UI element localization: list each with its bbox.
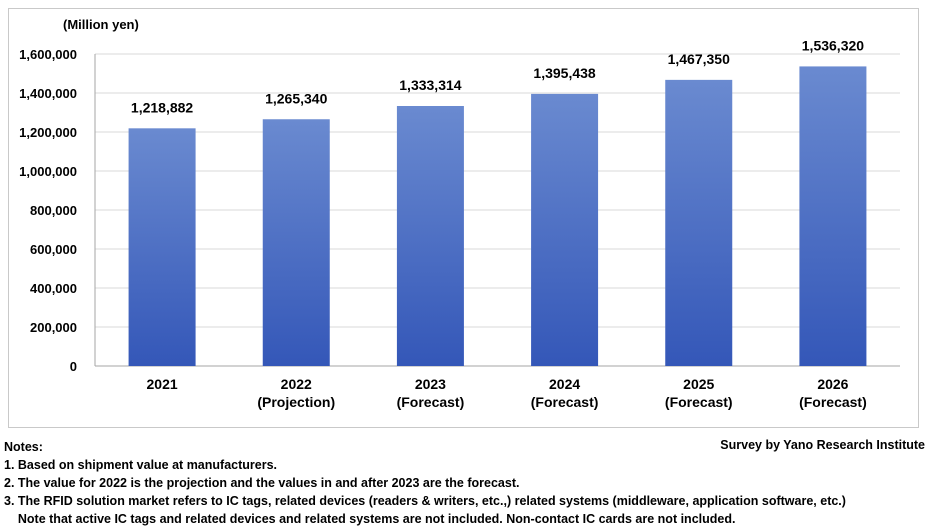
x-tick-label: 2025 bbox=[683, 376, 714, 392]
bar bbox=[396, 106, 464, 366]
bar-value-label: 1,333,314 bbox=[399, 77, 461, 93]
bar bbox=[799, 66, 867, 366]
x-tick-label: (Forecast) bbox=[665, 394, 733, 410]
note-3: 3. The RFID solution market refers to IC… bbox=[4, 494, 846, 508]
x-tick-label: 2021 bbox=[147, 376, 178, 392]
notes-title: Notes: bbox=[4, 440, 43, 454]
x-tick-label: (Projection) bbox=[257, 394, 335, 410]
x-tick-label: 2023 bbox=[415, 376, 446, 392]
y-tick-label: 1,000,000 bbox=[19, 164, 77, 179]
y-tick-label: 1,600,000 bbox=[19, 47, 77, 62]
bar bbox=[665, 79, 733, 366]
y-tick-label: 0 bbox=[70, 359, 77, 374]
x-tick-label: 2024 bbox=[549, 376, 580, 392]
note-1: 1. Based on shipment value at manufactur… bbox=[4, 458, 277, 472]
y-tick-label: 1,200,000 bbox=[19, 125, 77, 140]
x-tick-label: (Forecast) bbox=[397, 394, 465, 410]
note-3-continued: Note that active IC tags and related dev… bbox=[4, 512, 736, 526]
x-tick-label: 2026 bbox=[817, 376, 848, 392]
y-tick-label: 400,000 bbox=[30, 281, 77, 296]
unit-label: (Million yen) bbox=[63, 17, 139, 32]
bar bbox=[128, 128, 196, 366]
x-tick-label: 2022 bbox=[281, 376, 312, 392]
bar bbox=[262, 119, 330, 366]
y-tick-label: 200,000 bbox=[30, 320, 77, 335]
bar-value-label: 1,265,340 bbox=[265, 90, 327, 106]
y-tick-label: 1,400,000 bbox=[19, 86, 77, 101]
bar bbox=[531, 93, 599, 366]
bar-value-label: 1,395,438 bbox=[533, 65, 595, 81]
y-tick-label: 600,000 bbox=[30, 242, 77, 257]
bar-value-label: 1,467,350 bbox=[668, 51, 730, 67]
bar-value-label: 1,218,882 bbox=[131, 99, 193, 115]
chart-frame: (Million yen) 0 200,000 400,000 600,000 800,… bbox=[8, 8, 919, 428]
notes: Notes: 1. Based on shipment value at man… bbox=[4, 438, 925, 528]
bar-value-label: 1,536,320 bbox=[802, 37, 864, 53]
x-tick-label: (Forecast) bbox=[531, 394, 599, 410]
bar-chart: (Million yen) 0 200,000 400,000 600,000 800,… bbox=[19, 17, 900, 410]
y-tick-label: 800,000 bbox=[30, 203, 77, 218]
note-2: 2. The value for 2022 is the projection … bbox=[4, 476, 520, 490]
x-tick-label: (Forecast) bbox=[799, 394, 867, 410]
source-credit: Survey by Yano Research Institute bbox=[720, 438, 925, 452]
